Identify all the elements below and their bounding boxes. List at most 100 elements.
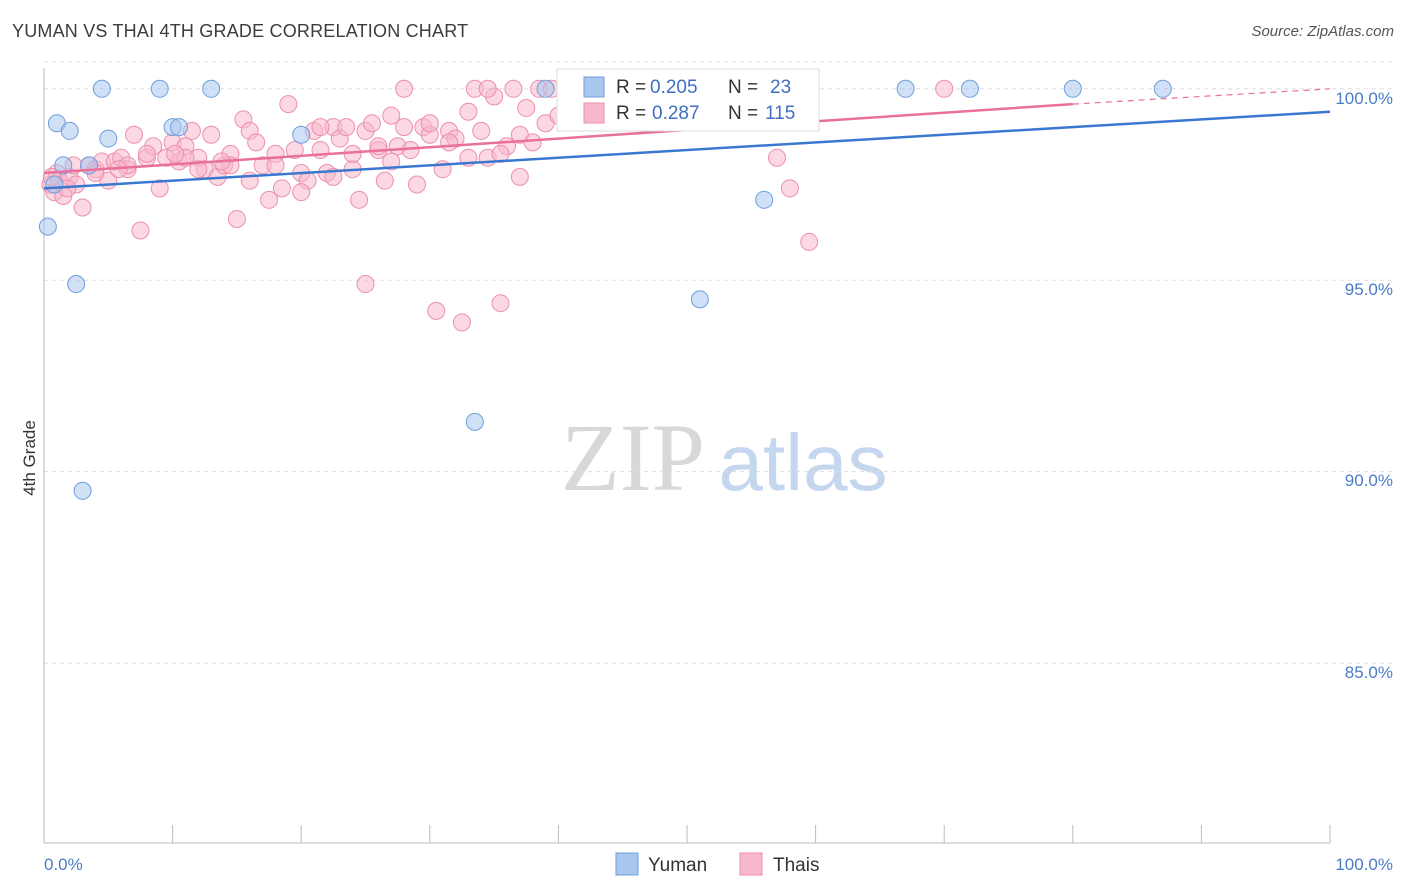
x-tick-label-max: 100.0% xyxy=(1335,855,1393,874)
yuman-point xyxy=(465,412,484,431)
thai-point xyxy=(510,125,529,144)
thai-point xyxy=(227,209,246,228)
thai-point xyxy=(73,198,92,217)
yuman-point xyxy=(202,79,221,98)
stats-swatch-yuman xyxy=(583,76,605,98)
thai-point xyxy=(131,221,150,240)
thai-point xyxy=(266,156,285,175)
thai-point xyxy=(780,179,799,198)
thai-point xyxy=(150,179,169,198)
thai-point xyxy=(395,79,414,98)
thai-point xyxy=(375,171,394,190)
watermark-atlas: atlas xyxy=(719,418,888,507)
y-tick-label: 90.0% xyxy=(1345,471,1393,490)
thai-point xyxy=(407,175,426,194)
thai-point xyxy=(272,179,291,198)
thai-trend-extension xyxy=(1072,88,1331,105)
stats-n-label: N = xyxy=(728,103,758,124)
legend-label-yuman: Yuman xyxy=(648,855,707,876)
legend: Yuman Thais xyxy=(615,852,819,876)
thai-point xyxy=(427,301,446,320)
thai-point xyxy=(395,118,414,137)
yuman-point xyxy=(960,79,979,98)
thai-point xyxy=(800,232,819,251)
stats-n-value: 23 xyxy=(770,77,791,98)
stats-r-value: 0.205 xyxy=(650,77,698,98)
yuman-point xyxy=(38,217,57,236)
yuman-point xyxy=(690,290,709,309)
thai-point xyxy=(491,294,510,313)
trend-lines xyxy=(43,88,1331,190)
y-tick-label: 95.0% xyxy=(1345,280,1393,299)
thai-point xyxy=(517,98,536,117)
thai-point xyxy=(285,141,304,160)
y-tick-label: 85.0% xyxy=(1345,663,1393,682)
yuman-point xyxy=(1153,79,1172,98)
thai-point xyxy=(166,144,185,163)
thai-point xyxy=(459,102,478,121)
thai-point xyxy=(279,95,298,114)
thai-point xyxy=(382,152,401,171)
thai-point xyxy=(504,79,523,98)
thai-point xyxy=(452,313,471,332)
stats-r-value: 0.287 xyxy=(652,103,700,124)
yuman-point xyxy=(67,275,86,294)
stats-box: R = 0.205 N = 23 R = 0.287 N = 115 xyxy=(556,68,820,132)
x-tick-labels: 0.0% 100.0% xyxy=(44,855,1393,874)
watermark: ZIP atlas xyxy=(561,404,887,511)
x-tick-label-min: 0.0% xyxy=(44,855,83,874)
yuman-trend-line xyxy=(43,110,1331,190)
thai-point xyxy=(935,79,954,98)
yuman-points xyxy=(38,79,1172,500)
axes xyxy=(43,68,1331,844)
thai-point xyxy=(292,183,311,202)
thai-point xyxy=(350,190,369,209)
stats-n-value: 115 xyxy=(765,103,795,124)
stats-r-label: R = xyxy=(616,77,646,98)
stats-swatch-thai xyxy=(583,102,605,124)
thai-point xyxy=(202,125,221,144)
thai-point xyxy=(440,133,459,152)
legend-swatch-yuman xyxy=(615,852,639,876)
gridlines xyxy=(44,61,1393,664)
yuman-point xyxy=(755,190,774,209)
y-tick-labels: 100.0% 95.0% 90.0% 85.0% xyxy=(1335,89,1393,682)
yuman-point xyxy=(536,79,555,98)
yuman-point xyxy=(292,125,311,144)
thai-point xyxy=(362,114,381,133)
stats-n-label: N = xyxy=(728,77,758,98)
thai-point xyxy=(337,118,356,137)
source-label: Source: ZipAtlas.com xyxy=(1251,23,1394,40)
watermark-zip: ZIP xyxy=(561,404,705,511)
thai-point xyxy=(510,167,529,186)
thai-point xyxy=(125,125,144,144)
thai-point xyxy=(260,190,279,209)
thai-point xyxy=(420,114,439,133)
thai-point xyxy=(356,275,375,294)
stats-r-label: R = xyxy=(616,103,646,124)
yuman-point xyxy=(60,121,79,140)
yuman-point xyxy=(54,156,73,175)
chart-title: YUMAN VS THAI 4TH GRADE CORRELATION CHAR… xyxy=(12,21,469,41)
yuman-point xyxy=(150,79,169,98)
legend-label-thai: Thais xyxy=(773,855,819,876)
thai-point xyxy=(478,79,497,98)
thai-point xyxy=(189,160,208,179)
thai-point xyxy=(768,148,787,167)
thai-point xyxy=(137,144,156,163)
y-axis-label: 4th Grade xyxy=(20,420,39,496)
yuman-point xyxy=(92,79,111,98)
thai-point xyxy=(472,121,491,140)
yuman-point xyxy=(896,79,915,98)
thai-trend-line xyxy=(43,102,1073,175)
yuman-point xyxy=(45,175,64,194)
yuman-point xyxy=(73,481,92,500)
yuman-point xyxy=(170,118,189,137)
yuman-point xyxy=(1063,79,1082,98)
thai-point xyxy=(247,133,266,152)
y-tick-label: 100.0% xyxy=(1335,89,1393,108)
thai-point xyxy=(311,118,330,137)
legend-swatch-thai xyxy=(739,852,763,876)
thai-point xyxy=(382,106,401,125)
